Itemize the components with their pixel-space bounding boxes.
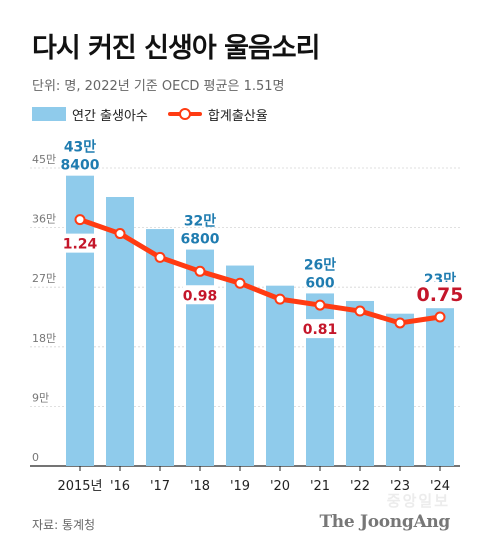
legend-rate-label: 합계출산율 — [207, 108, 268, 124]
watermark: 중앙일보 — [386, 492, 450, 510]
x-tick-label: '17 — [150, 479, 170, 494]
rate-point — [434, 311, 446, 323]
legend: 연간 출생아수 합계출산율 — [32, 104, 268, 124]
bar-value-label: 600 — [305, 275, 334, 291]
x-tick-label: '21 — [310, 479, 330, 494]
x-tick-label: '20 — [270, 479, 290, 494]
y-tick-label: 27만 — [32, 272, 56, 285]
rate-series-line — [77, 217, 443, 326]
bar — [386, 313, 414, 466]
bar-value-label: 32만 — [184, 214, 216, 230]
legend-line-swatch — [167, 107, 202, 121]
x-tick-label: '22 — [350, 479, 370, 494]
x-tick-label: '24 — [430, 479, 450, 494]
bar-value-label: 8400 — [61, 158, 100, 174]
rate-point — [74, 214, 86, 226]
y-tick-label: 36만 — [32, 213, 56, 226]
rate-point — [234, 277, 246, 289]
rate-point — [274, 293, 286, 305]
bar-value-label: 43만 — [64, 140, 96, 156]
x-tick-label: '23 — [390, 479, 410, 494]
rate-point — [394, 317, 406, 329]
rate-label-bg — [418, 282, 462, 306]
bar — [226, 265, 254, 466]
brand-logo: The JoongAng — [319, 512, 450, 532]
rate-value-label: 0.75 — [417, 284, 464, 306]
source-note: 자료: 통계청 — [32, 518, 96, 532]
rate-value-label: 1.24 — [63, 237, 98, 253]
legend-births-label: 연간 출생아수 — [72, 108, 148, 124]
bar — [186, 249, 214, 466]
rate-label-bg — [183, 285, 217, 305]
rate-point — [114, 228, 126, 240]
rate-value-label: 0.98 — [183, 288, 218, 304]
rate-point — [154, 251, 166, 263]
legend-bar-swatch — [32, 107, 66, 121]
bar — [426, 308, 454, 466]
chart-title: 다시 커진 신생아 울음소리 — [32, 33, 320, 64]
y-tick-label: 0 — [32, 451, 39, 464]
rate-label-bg — [63, 233, 97, 253]
bar — [346, 300, 374, 466]
rate-point — [314, 299, 326, 311]
bar — [266, 285, 294, 466]
rate-value-label: 0.81 — [303, 322, 338, 338]
bar — [146, 229, 174, 466]
rate-label-bg — [303, 319, 337, 339]
x-tick-label: '16 — [110, 479, 130, 494]
bar-value-label: 6800 — [181, 232, 220, 248]
rate-point — [354, 305, 366, 317]
bar-value-label: 26만 — [304, 257, 336, 273]
y-tick-label: 18만 — [32, 332, 56, 345]
x-tick-label: '19 — [230, 479, 250, 494]
x-tick-label: '18 — [190, 479, 210, 494]
chart-subtitle: 단위: 명, 2022년 기준 OECD 평균은 1.51명 — [32, 79, 285, 94]
rate-point — [194, 265, 206, 277]
y-tick-label: 9만 — [32, 391, 49, 404]
y-tick-label: 45만 — [32, 153, 56, 166]
x-tick-label: 2015년 — [57, 479, 102, 494]
